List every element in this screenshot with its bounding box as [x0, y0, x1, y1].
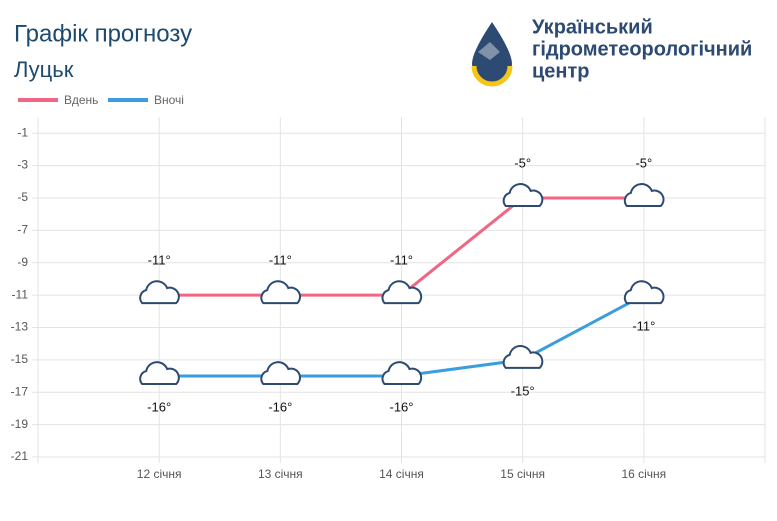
logo: [471, 22, 513, 87]
weather-icon: [139, 361, 180, 386]
x-tick-label: 16 січня: [621, 467, 666, 481]
y-tick-label: -21: [11, 449, 29, 463]
y-tick-label: -3: [17, 158, 28, 172]
y-tick-label: -17: [11, 384, 29, 398]
y-tick-label: -13: [11, 320, 29, 334]
legend-label: Вночі: [154, 93, 184, 107]
data-label: -11°: [390, 253, 413, 268]
y-tick-label: -9: [17, 255, 28, 269]
org-name: Український: [532, 16, 653, 38]
org-name: гідрометеорологічний: [532, 38, 752, 60]
x-tick-label: 13 січня: [258, 467, 303, 481]
weather-icon: [502, 183, 544, 207]
data-label: -5°: [514, 155, 531, 170]
weather-icon: [623, 280, 665, 305]
page-title: Графік прогнозу: [14, 20, 192, 47]
data-label: -16°: [390, 399, 414, 414]
y-tick-label: -5: [17, 190, 28, 204]
weather-icon: [381, 280, 423, 305]
x-tick-label: 15 січня: [500, 467, 545, 481]
data-label: -5°: [635, 155, 652, 170]
org-name: центр: [532, 60, 590, 82]
x-tick-label: 12 січня: [137, 467, 182, 481]
data-label: -11°: [148, 253, 171, 268]
weather-icon: [623, 183, 665, 207]
city: Луцьк: [14, 57, 74, 82]
weather-icon: [260, 280, 302, 305]
legend-swatch: [108, 98, 148, 102]
data-label: -16°: [147, 399, 171, 414]
weather-icon: [139, 280, 180, 305]
legend-swatch: [18, 98, 58, 102]
data-label: -11°: [632, 319, 655, 334]
y-tick-label: -7: [17, 223, 28, 237]
y-tick-label: -11: [12, 287, 29, 301]
weather-icon: [502, 344, 544, 369]
y-tick-label: -15: [11, 352, 29, 366]
x-tick-label: 14 січня: [379, 467, 424, 481]
weather-icon: [260, 361, 302, 386]
y-tick-label: -19: [11, 417, 29, 431]
data-label: -16°: [268, 399, 292, 414]
weather-icon: [381, 361, 423, 386]
data-label: -11°: [269, 253, 292, 268]
data-label: -15°: [511, 383, 535, 398]
legend-label: Вдень: [64, 93, 98, 107]
y-tick-label: -1: [17, 125, 28, 139]
